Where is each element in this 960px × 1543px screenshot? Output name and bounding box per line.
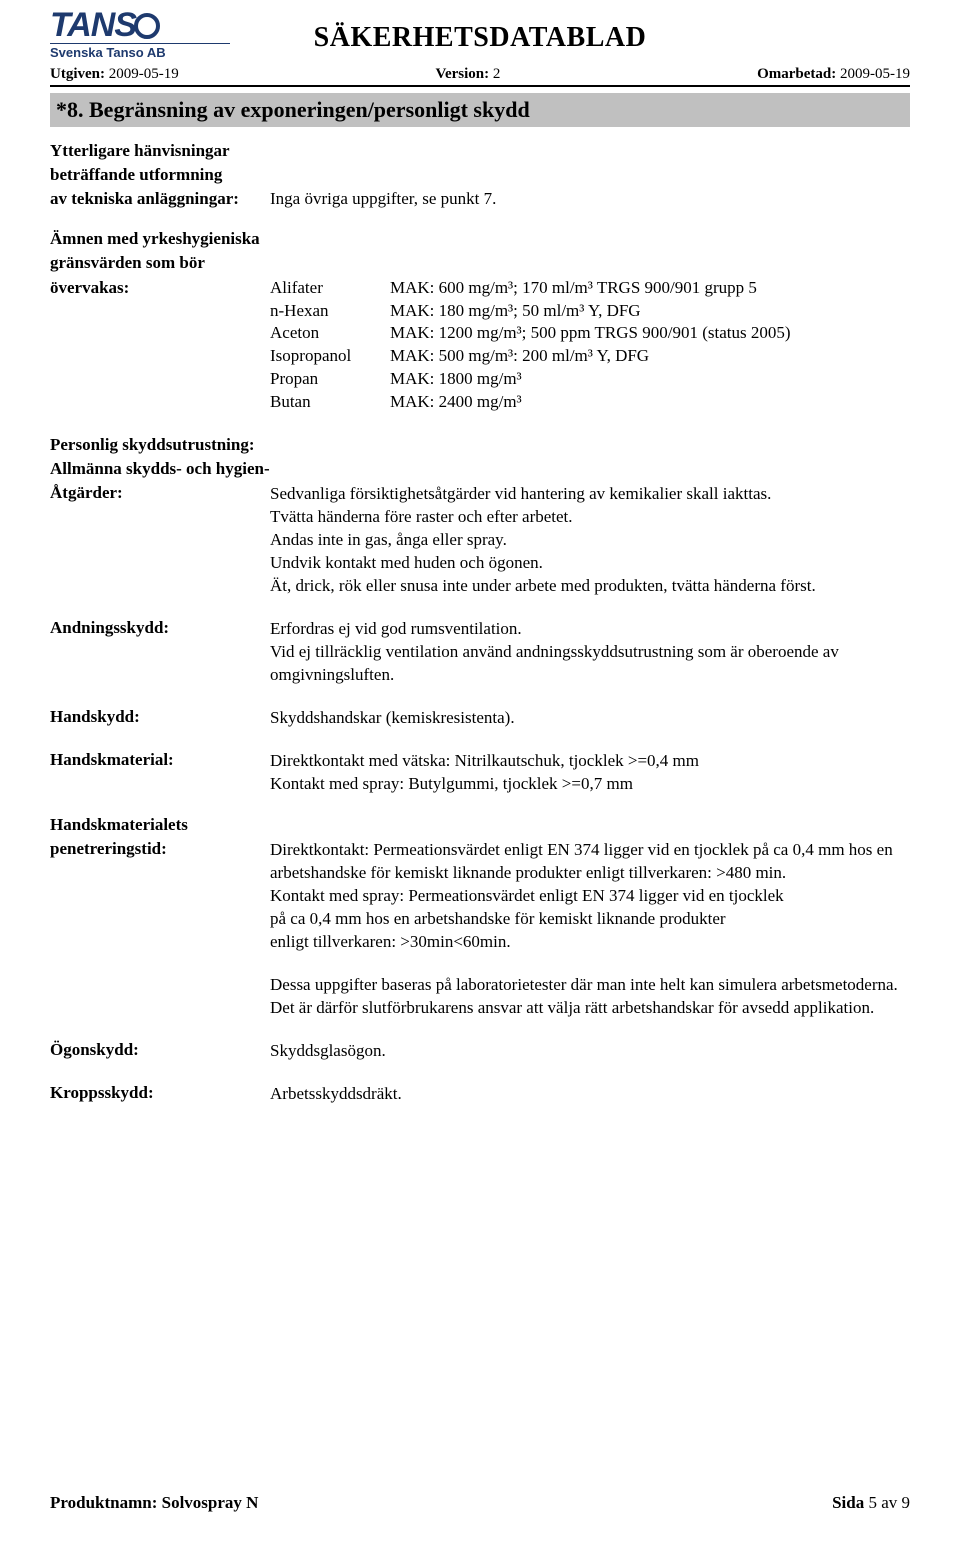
respiratory-block: Andningsskydd: Erfordras ej vid god rums… [50,618,910,687]
penet-line: Direktkontakt: Permeationsvärdet enligt … [270,839,910,885]
subst-value: MAK: 1800 mg/m³ [390,368,910,391]
body-protection-block: Kroppsskydd: Arbetsskyddsdräkt. [50,1083,910,1106]
further-label-line2: beträffande utformning [50,165,270,185]
resp-line: Vid ej tillräcklig ventilation använd an… [270,641,910,687]
subst-value: MAK: 180 mg/m³; 50 ml/m³ Y, DFG [390,300,910,323]
resp-line: Erfordras ej vid god rumsventilation. [270,618,910,641]
company-logo: TANS Svenska Tanso AB [50,10,230,60]
resp-label: Andningsskydd: [50,618,270,687]
general-measures-block: Allmänna skydds- och hygien- Åtgärder: S… [50,459,910,598]
subst-name: Aceton [270,322,390,345]
hand-protection-block: Handskydd: Skyddshandskar (kemiskresiste… [50,707,910,730]
subst-name: Propan [270,368,390,391]
penet-label-line1: Handskmaterialets [50,815,270,835]
monitored-substances-block: Ämnen med yrkeshygieniska gränsvärden so… [50,229,910,415]
penet-line: på ca 0,4 mm hos en arbetshandske för ke… [270,908,910,931]
further-references-block: Ytterligare hänvisningar beträffande utf… [50,141,910,209]
glove-mat-label: Handskmaterial: [50,750,270,796]
monitored-label-line3: övervakas: [50,278,129,297]
version-label: Version: [435,66,489,82]
hands-label: Handskydd: [50,707,270,730]
header-meta: Utgiven: 2009-05-19 Version: 2 Omarbetad… [50,66,910,83]
penet-note: Dessa uppgifter baseras på laboratoriete… [270,974,910,1020]
further-value: Inga övriga uppgifter, se punkt 7. [270,189,910,209]
glove-material-block: Handskmaterial: Direktkontakt med vätska… [50,750,910,796]
monitored-label-line1: Ämnen med yrkeshygieniska [50,229,270,249]
eyes-value: Skyddsglasögon. [270,1040,910,1063]
subst-name: Alifater [270,277,390,300]
glove-mat-line: Kontakt med spray: Butylgummi, tjocklek … [270,773,910,796]
general-line: Undvik kontakt med huden och ögonen. [270,552,910,575]
subst-value: MAK: 2400 mg/m³ [390,391,910,414]
eyes-label: Ögonskydd: [50,1040,270,1063]
page-footer: Produktnamn: Solvospray N Sida 5 av 9 [50,1493,910,1513]
subst-value: MAK: 1200 mg/m³; 500 ppm TRGS 900/901 (s… [390,322,910,345]
eye-protection-block: Ögonskydd: Skyddsglasögon. [50,1040,910,1063]
further-label-line1: Ytterligare hänvisningar [50,141,270,161]
subst-value: MAK: 500 mg/m³: 200 ml/m³ Y, DFG [390,345,910,368]
penetration-block: Handskmaterialets penetreringstid: Direk… [50,815,910,1020]
version-value: 2 [493,66,501,82]
subst-value: MAK: 600 mg/m³; 170 ml/m³ TRGS 900/901 g… [390,277,910,300]
penet-line: Kontakt med spray: Permeationsvärdet enl… [270,885,910,908]
ppe-heading: Personlig skyddsutrustning: [50,434,910,457]
body-label: Kroppsskydd: [50,1083,270,1106]
company-name: Svenska Tanso AB [50,43,230,60]
revised-value: 2009-05-19 [840,66,910,82]
document-title: SÄKERHETSDATABLAD [314,22,647,54]
issued-value: 2009-05-19 [109,66,179,82]
subst-name: Butan [270,391,390,414]
general-label-line1: Allmänna skydds- och hygien- [50,459,270,479]
subst-name: Isopropanol [270,345,390,368]
general-line: Andas inte in gas, ånga eller spray. [270,529,910,552]
hands-value: Skyddshandskar (kemiskresistenta). [270,707,910,730]
further-label-line3: av tekniska anläggningar: [50,189,270,209]
glove-mat-line: Direktkontakt med vätska: Nitrilkautschu… [270,750,910,773]
section-heading: *8. Begränsning av exponeringen/personli… [50,93,910,127]
penet-line: enligt tillverkaren: >30min<60min. [270,931,910,954]
general-line: Sedvanliga försiktighetsåtgärder vid han… [270,483,910,506]
general-line: Ät, drick, rök eller snusa inte under ar… [270,575,910,598]
subst-name: n-Hexan [270,300,390,323]
revised-label: Omarbetad: [757,66,836,82]
footer-product: Produktnamn: Solvospray N [50,1493,258,1513]
penet-label-line2: penetreringstid: [50,839,270,954]
footer-page: Sida 5 av 9 [832,1493,910,1513]
general-line: Tvätta händerna före raster och efter ar… [270,506,910,529]
monitored-label-line2: gränsvärden som bör [50,253,270,273]
issued-label: Utgiven: [50,66,105,82]
document-header: TANS Svenska Tanso AB SÄKERHETSDATABLAD … [50,10,910,87]
body-value: Arbetsskyddsdräkt. [270,1083,910,1106]
general-label-line2: Åtgärder: [50,483,270,598]
